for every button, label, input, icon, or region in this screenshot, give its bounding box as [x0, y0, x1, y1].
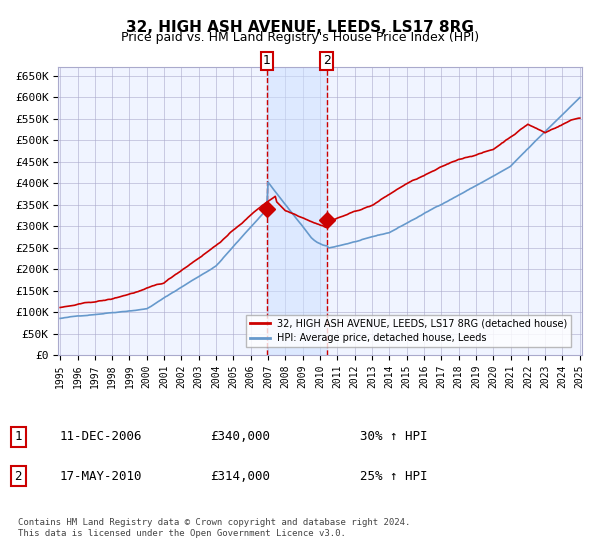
- Text: 25% ↑ HPI: 25% ↑ HPI: [360, 469, 427, 483]
- Text: Price paid vs. HM Land Registry's House Price Index (HPI): Price paid vs. HM Land Registry's House …: [121, 31, 479, 44]
- Text: Contains HM Land Registry data © Crown copyright and database right 2024.
This d: Contains HM Land Registry data © Crown c…: [18, 518, 410, 538]
- Text: 11-DEC-2006: 11-DEC-2006: [60, 430, 143, 444]
- Text: 1: 1: [263, 54, 271, 67]
- Text: 1: 1: [14, 430, 22, 444]
- Text: 2: 2: [14, 469, 22, 483]
- Text: £314,000: £314,000: [210, 469, 270, 483]
- Legend: 32, HIGH ASH AVENUE, LEEDS, LS17 8RG (detached house), HPI: Average price, detac: 32, HIGH ASH AVENUE, LEEDS, LS17 8RG (de…: [246, 315, 571, 347]
- Bar: [267, 67, 326, 355]
- Text: 30% ↑ HPI: 30% ↑ HPI: [360, 430, 427, 444]
- Text: £340,000: £340,000: [210, 430, 270, 444]
- Text: 17-MAY-2010: 17-MAY-2010: [60, 469, 143, 483]
- Text: 32, HIGH ASH AVENUE, LEEDS, LS17 8RG: 32, HIGH ASH AVENUE, LEEDS, LS17 8RG: [126, 20, 474, 35]
- Text: 2: 2: [323, 54, 331, 67]
